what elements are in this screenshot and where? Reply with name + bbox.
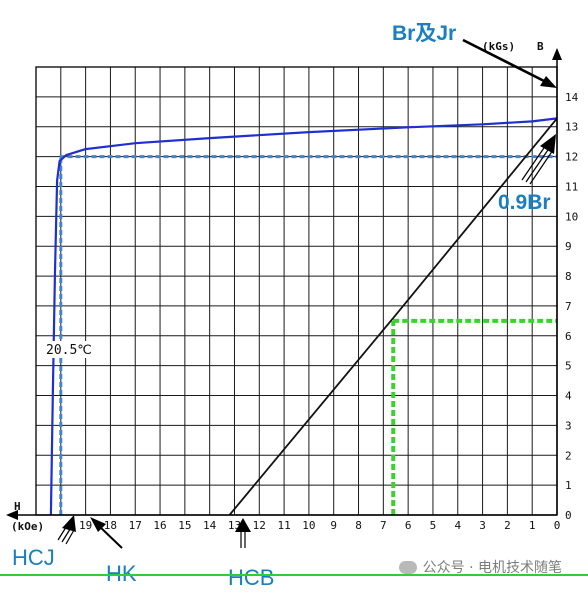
grid-layer — [35, 66, 558, 516]
hcj-arrow — [57, 515, 76, 545]
bottom-green-rule — [0, 574, 588, 576]
axes — [6, 48, 562, 520]
x-axis-label: H — [14, 500, 21, 513]
y-tick-label: 7 — [565, 300, 572, 313]
x-tick-label: 8 — [355, 519, 362, 532]
x-tick-label: 14 — [203, 519, 217, 532]
intrinsic-curve-line — [49, 117, 558, 516]
x-tick-label: 0 — [554, 519, 561, 532]
x-tick-label: 11 — [277, 519, 290, 532]
hk-arrow — [90, 517, 123, 549]
watermark: 公众号 · 电机技术随笔 — [398, 557, 562, 577]
x-tick-label: 2 — [504, 519, 511, 532]
br-jr-callout: Br及Jr — [392, 22, 456, 45]
y-axis-unit: (kGs) — [482, 40, 515, 53]
hk-callout: HK — [106, 561, 137, 586]
reference-lines — [59, 155, 557, 515]
y-tick-label: 1 — [565, 479, 572, 492]
y-tick-label: 3 — [565, 419, 572, 432]
y-tick-label: 12 — [565, 151, 578, 164]
x-tick-label: 6 — [405, 519, 412, 532]
temperature-label: 20.5℃ — [46, 343, 92, 358]
y-axis-label: B — [537, 40, 544, 53]
x-tick-label: 12 — [253, 519, 266, 532]
x-tick-label: 4 — [454, 519, 461, 532]
series-layer — [49, 117, 558, 516]
y-tick-label: 8 — [565, 270, 572, 283]
hcj-callout: HCJ — [12, 545, 55, 570]
x-tick-label: 15 — [178, 519, 191, 532]
y-tick-label: 9 — [565, 240, 572, 253]
x-tick-label: 19 — [79, 519, 92, 532]
y-tick-label: 11 — [565, 180, 578, 193]
plot-frame — [35, 66, 558, 516]
y-tick-label: 13 — [565, 121, 578, 134]
temperature-label-bg — [44, 341, 108, 358]
x-tick-label: 7 — [380, 519, 387, 532]
hcb-arrow — [235, 518, 251, 548]
normal-curve-line — [228, 117, 558, 516]
y-tick-label: 10 — [565, 210, 578, 223]
x-tick-label: 9 — [330, 519, 337, 532]
br-jr-arrow — [462, 38, 557, 88]
y-tick-label: 5 — [565, 360, 572, 373]
y-tick-label: 14 — [565, 91, 579, 104]
x-tick-label: 5 — [430, 519, 437, 532]
x-tick-label: 3 — [479, 519, 486, 532]
y-tick-label: 0 — [565, 509, 572, 522]
x-tick-label: 17 — [129, 519, 142, 532]
x-tick-label: 16 — [153, 519, 166, 532]
x-tick-label: 10 — [302, 519, 315, 532]
hcb-callout: HCB — [228, 565, 274, 590]
wechat-icon — [398, 560, 417, 574]
y-axis-arrowhead — [552, 48, 562, 60]
watermark-text: 公众号 · 电机技术随笔 — [422, 560, 562, 576]
tick-labels: 19 18 17 16 15 14 13 12 11 10 9 8 7 6 5 4 3 2 1 00123456789… — [79, 91, 579, 532]
x-tick-label: 18 — [104, 519, 117, 532]
y-tick-label: 6 — [565, 330, 572, 343]
x-axis-arrowhead — [6, 510, 18, 520]
y-tick-label: 2 — [565, 449, 572, 462]
x-tick-label: 1 — [529, 519, 536, 532]
br09-arrow — [521, 134, 556, 185]
x-axis-unit: (kOe) — [11, 520, 44, 533]
br09-callout: 0.9Br — [498, 191, 551, 214]
y-tick-label: 4 — [565, 390, 572, 403]
